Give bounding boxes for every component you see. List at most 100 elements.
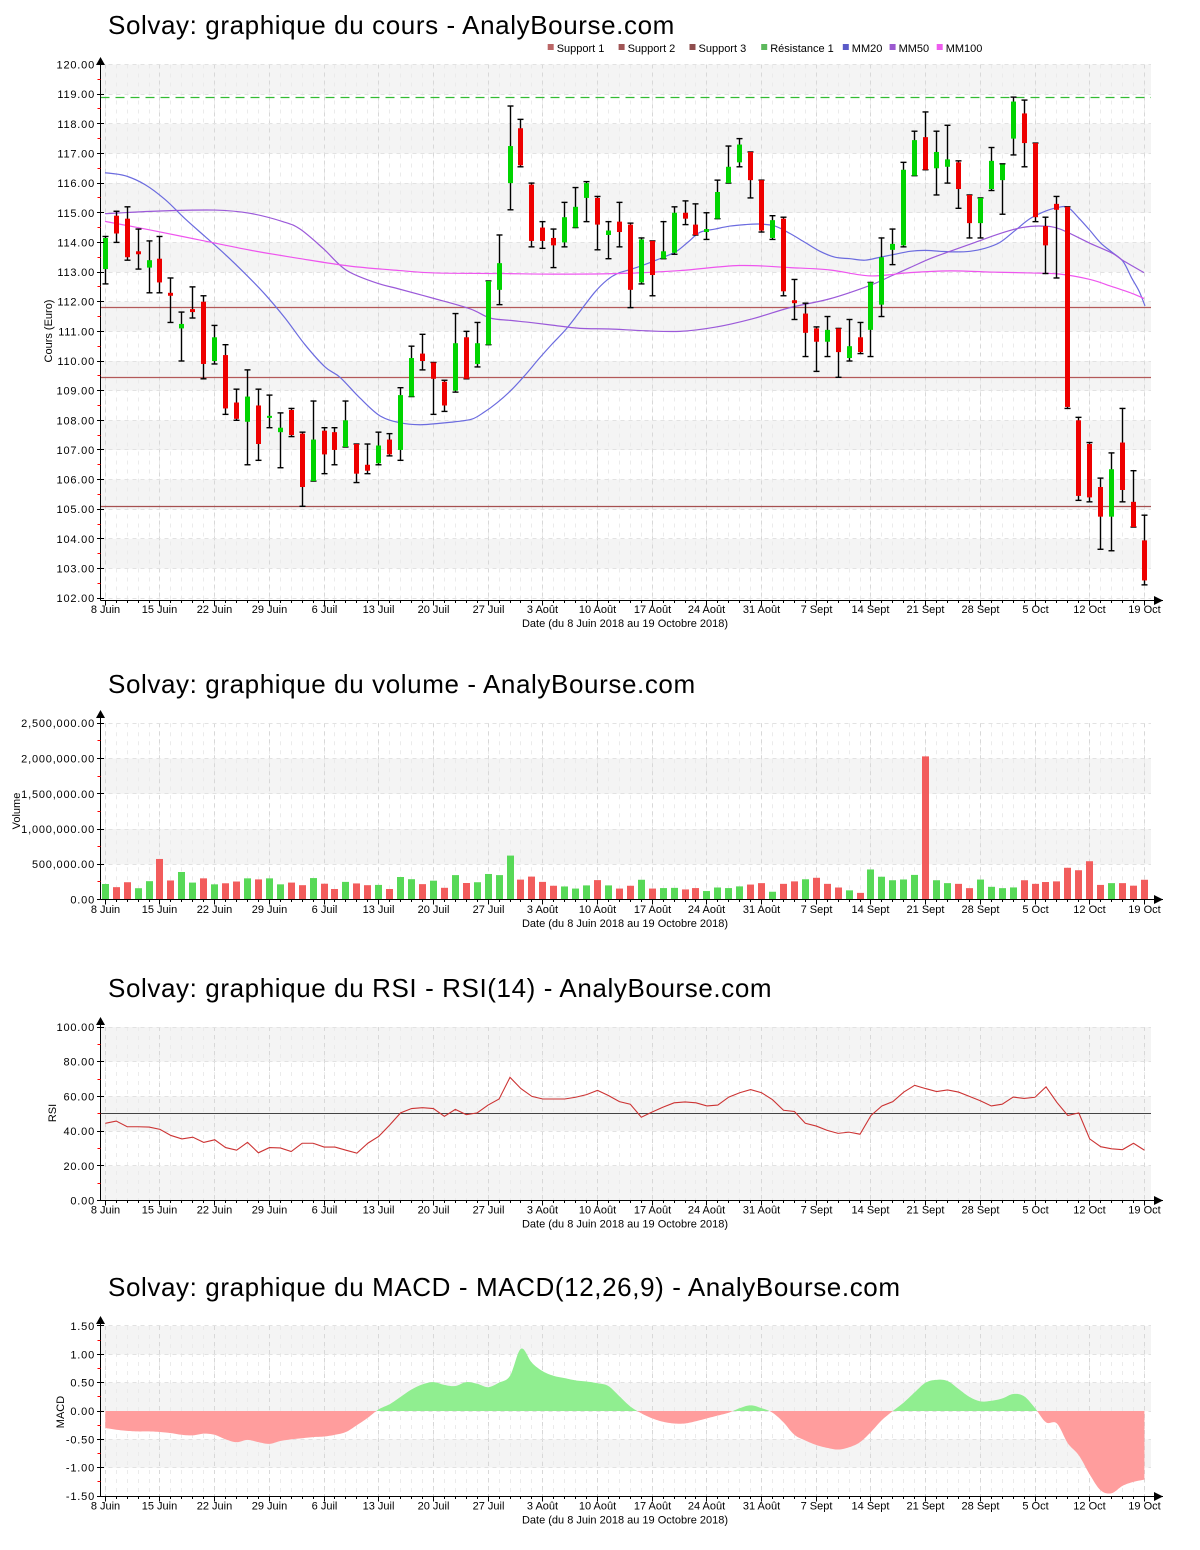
- svg-text:Support 1: Support 1: [557, 43, 605, 55]
- svg-text:13 Juil: 13 Juil: [363, 1205, 395, 1217]
- svg-text:106.00: 106.00: [57, 475, 95, 487]
- svg-text:103.00: 103.00: [57, 564, 95, 576]
- svg-text:6 Juil: 6 Juil: [312, 1205, 338, 1217]
- svg-text:MM100: MM100: [946, 43, 983, 55]
- svg-text:13 Juil: 13 Juil: [363, 1501, 395, 1513]
- svg-text:28 Sept: 28 Sept: [962, 1501, 1000, 1513]
- svg-text:0.00: 0.00: [70, 1406, 95, 1418]
- svg-text:105.00: 105.00: [57, 504, 95, 516]
- svg-text:3 Août: 3 Août: [527, 604, 558, 616]
- svg-text:17 Août: 17 Août: [634, 1205, 671, 1217]
- svg-text:Solvay: graphique du volume -: Solvay: graphique du volume - AnalyBours…: [108, 669, 696, 699]
- svg-text:10 Août: 10 Août: [579, 1205, 616, 1217]
- svg-text:100.00: 100.00: [57, 1022, 95, 1034]
- svg-text:Solvay: graphique du RSI - RSI: Solvay: graphique du RSI - RSI(14) - Ana…: [108, 973, 772, 1003]
- svg-text:17 Août: 17 Août: [634, 604, 671, 616]
- svg-text:29 Juin: 29 Juin: [252, 904, 287, 916]
- svg-text:119.00: 119.00: [57, 89, 95, 101]
- svg-text:15 Juin: 15 Juin: [142, 904, 177, 916]
- svg-text:31 Août: 31 Août: [743, 1501, 780, 1513]
- svg-text:10 Août: 10 Août: [579, 904, 616, 916]
- svg-text:Volume: Volume: [11, 793, 23, 830]
- svg-text:17 Août: 17 Août: [634, 1501, 671, 1513]
- svg-text:12 Oct: 12 Oct: [1073, 1205, 1105, 1217]
- svg-text:15 Juin: 15 Juin: [142, 604, 177, 616]
- svg-text:-0.50: -0.50: [66, 1434, 95, 1446]
- svg-text:118.00: 118.00: [57, 119, 95, 131]
- svg-text:21 Sept: 21 Sept: [907, 604, 945, 616]
- svg-text:24 Août: 24 Août: [688, 1205, 725, 1217]
- svg-text:120.00: 120.00: [57, 60, 95, 72]
- svg-text:1.00: 1.00: [70, 1349, 95, 1361]
- svg-text:60.00: 60.00: [63, 1091, 95, 1103]
- svg-text:Date (du 8 Juin 2018 au 19 Oct: Date (du 8 Juin 2018 au 19 Octobre 2018): [522, 618, 728, 630]
- svg-text:Résistance 1: Résistance 1: [770, 43, 834, 55]
- svg-text:8 Juin: 8 Juin: [91, 904, 120, 916]
- svg-text:MM50: MM50: [899, 43, 930, 55]
- svg-text:110.00: 110.00: [57, 356, 95, 368]
- svg-text:27 Juil: 27 Juil: [473, 1501, 505, 1513]
- svg-text:10 Août: 10 Août: [579, 1501, 616, 1513]
- svg-text:22 Juin: 22 Juin: [197, 1205, 232, 1217]
- svg-text:19 Oct: 19 Oct: [1128, 604, 1160, 616]
- svg-text:27 Juil: 27 Juil: [473, 1205, 505, 1217]
- svg-text:108.00: 108.00: [57, 415, 95, 427]
- svg-text:8 Juin: 8 Juin: [91, 1501, 120, 1513]
- svg-text:Date (du 8 Juin 2018 au 19 Oct: Date (du 8 Juin 2018 au 19 Octobre 2018): [522, 1219, 728, 1231]
- svg-text:12 Oct: 12 Oct: [1073, 904, 1105, 916]
- svg-text:MACD: MACD: [55, 1396, 67, 1428]
- svg-text:28 Sept: 28 Sept: [962, 1205, 1000, 1217]
- svg-text:15 Juin: 15 Juin: [142, 1205, 177, 1217]
- svg-text:8 Juin: 8 Juin: [91, 1205, 120, 1217]
- svg-text:MM20: MM20: [852, 43, 883, 55]
- svg-text:29 Juin: 29 Juin: [252, 1205, 287, 1217]
- svg-text:-1.50: -1.50: [66, 1491, 95, 1503]
- svg-text:Date (du 8 Juin 2018 au 19 Oct: Date (du 8 Juin 2018 au 19 Octobre 2018): [522, 1515, 728, 1527]
- svg-text:24 Août: 24 Août: [688, 904, 725, 916]
- svg-text:31 Août: 31 Août: [743, 1205, 780, 1217]
- svg-text:80.00: 80.00: [63, 1057, 95, 1069]
- svg-text:15 Juin: 15 Juin: [142, 1501, 177, 1513]
- svg-text:21 Sept: 21 Sept: [907, 904, 945, 916]
- svg-text:104.00: 104.00: [57, 534, 95, 546]
- svg-text:Cours (Euro): Cours (Euro): [43, 300, 55, 363]
- svg-text:14 Sept: 14 Sept: [852, 904, 890, 916]
- svg-text:102.00: 102.00: [57, 593, 95, 605]
- svg-text:10 Août: 10 Août: [579, 604, 616, 616]
- svg-text:14 Sept: 14 Sept: [852, 604, 890, 616]
- svg-text:6 Juil: 6 Juil: [312, 1501, 338, 1513]
- svg-text:500,000.00: 500,000.00: [32, 859, 95, 871]
- svg-text:31 Août: 31 Août: [743, 604, 780, 616]
- svg-text:117.00: 117.00: [57, 148, 95, 160]
- svg-text:3 Août: 3 Août: [527, 904, 558, 916]
- svg-text:14 Sept: 14 Sept: [852, 1501, 890, 1513]
- svg-text:13 Juil: 13 Juil: [363, 604, 395, 616]
- svg-text:20 Juil: 20 Juil: [418, 1501, 450, 1513]
- svg-text:Solvay: graphique du MACD - MA: Solvay: graphique du MACD - MACD(12,26,9…: [108, 1272, 901, 1302]
- svg-text:27 Juil: 27 Juil: [473, 604, 505, 616]
- svg-text:Solvay: graphique du cours - A: Solvay: graphique du cours - AnalyBourse…: [108, 10, 675, 40]
- svg-text:7 Sept: 7 Sept: [801, 1205, 833, 1217]
- svg-text:24 Août: 24 Août: [688, 604, 725, 616]
- svg-text:20 Juil: 20 Juil: [418, 904, 450, 916]
- svg-text:Support 2: Support 2: [628, 43, 676, 55]
- svg-text:2,000,000.00: 2,000,000.00: [21, 754, 95, 766]
- svg-text:RSI: RSI: [47, 1104, 59, 1122]
- svg-text:Date (du 8 Juin 2018 au 19 Oct: Date (du 8 Juin 2018 au 19 Octobre 2018): [522, 918, 728, 930]
- svg-text:0.00: 0.00: [70, 895, 95, 907]
- svg-text:6 Juil: 6 Juil: [312, 904, 338, 916]
- svg-text:27 Juil: 27 Juil: [473, 904, 505, 916]
- svg-text:29 Juin: 29 Juin: [252, 1501, 287, 1513]
- svg-text:3 Août: 3 Août: [527, 1205, 558, 1217]
- svg-text:3 Août: 3 Août: [527, 1501, 558, 1513]
- svg-text:7 Sept: 7 Sept: [801, 904, 833, 916]
- svg-text:111.00: 111.00: [58, 326, 95, 338]
- svg-text:2,500,000.00: 2,500,000.00: [21, 718, 95, 730]
- svg-text:5 Oct: 5 Oct: [1022, 604, 1048, 616]
- svg-text:1.50: 1.50: [70, 1321, 95, 1333]
- svg-text:20 Juil: 20 Juil: [418, 604, 450, 616]
- svg-text:24 Août: 24 Août: [688, 1501, 725, 1513]
- svg-text:31 Août: 31 Août: [743, 904, 780, 916]
- svg-text:20 Juil: 20 Juil: [418, 1205, 450, 1217]
- svg-text:7 Sept: 7 Sept: [801, 1501, 833, 1513]
